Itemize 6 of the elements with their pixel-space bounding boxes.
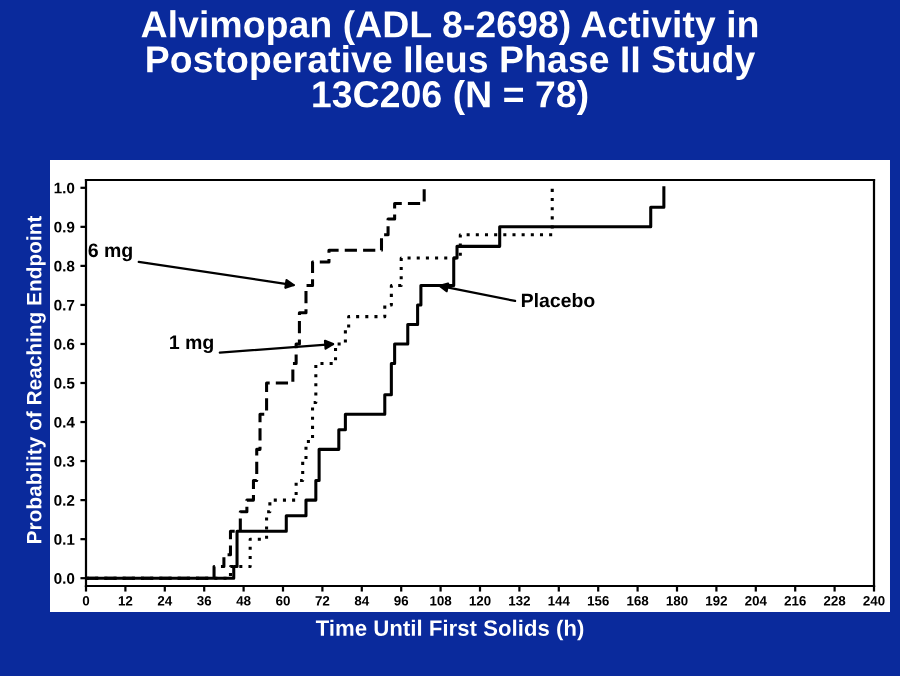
annotation: 6 mg bbox=[88, 243, 132, 262]
y-axis-title: Probability of Reaching Endpoint bbox=[26, 215, 46, 543]
annotation: 1 mg bbox=[170, 335, 213, 354]
chart-title: Alvimopan (ADL 8-2698) Activity in Postoperative Ileus Phase II Study 13C206 (N = 78) bbox=[141, 10, 758, 116]
x-axis-title: Time Until First Solids (h) bbox=[315, 619, 584, 641]
annotation: Placebo bbox=[521, 293, 595, 308]
